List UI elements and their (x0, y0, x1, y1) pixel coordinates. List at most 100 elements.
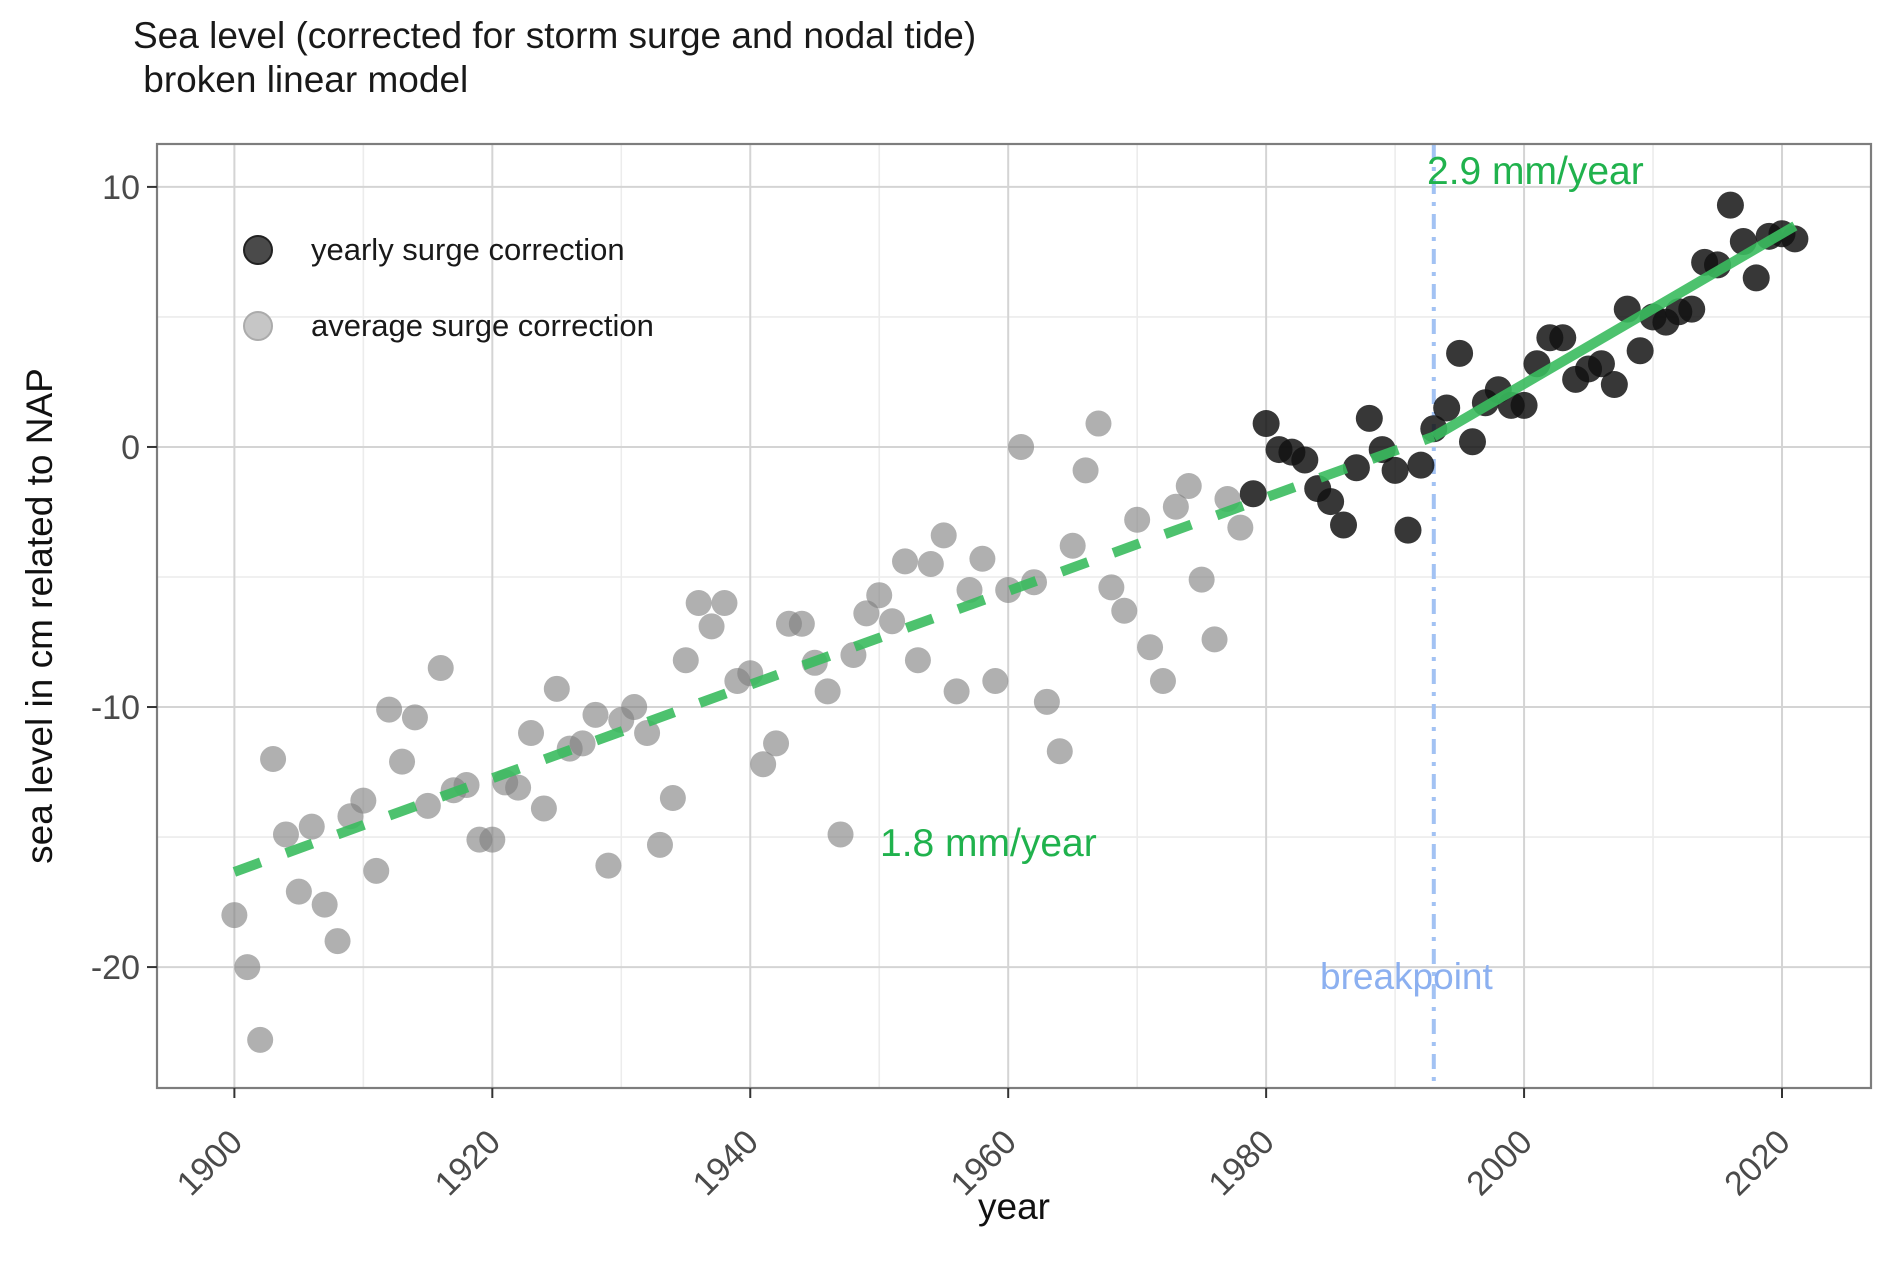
title-block: Sea level (corrected for storm surge and… (133, 14, 976, 102)
data-point-yearly (1600, 371, 1628, 399)
data-point-average (298, 813, 325, 840)
annotation-rate-after-breakpoint: 2.9 mm/year (1427, 150, 1644, 193)
data-point-yearly (1446, 339, 1474, 367)
data-point-average (659, 785, 686, 812)
data-point-average (917, 550, 944, 577)
data-point-yearly (1742, 264, 1770, 292)
data-point-yearly (1355, 404, 1383, 432)
x-tick-label: 1920 (428, 1123, 508, 1203)
data-point-average (376, 696, 403, 723)
data-point-yearly (1342, 454, 1370, 482)
annotation-rate-before-breakpoint: 1.8 mm/year (880, 822, 1097, 865)
data-point-yearly (1716, 191, 1744, 219)
data-point-average (646, 831, 673, 858)
data-point-average (414, 792, 441, 819)
x-tick-label: 1940 (686, 1123, 766, 1203)
data-point-average (930, 522, 957, 549)
data-point-average (1111, 597, 1138, 624)
data-point-average (1188, 566, 1215, 593)
data-point-yearly (1252, 410, 1280, 438)
data-point-average (569, 730, 596, 757)
data-point-average (1085, 410, 1112, 437)
data-point-average (1008, 433, 1035, 460)
data-point-yearly (1587, 350, 1615, 378)
x-tick-label: 2020 (1717, 1123, 1797, 1203)
data-point-average (1046, 738, 1073, 765)
data-point-average (892, 548, 919, 575)
data-point-average (272, 821, 299, 848)
data-point-average (363, 857, 390, 884)
data-point-average (879, 608, 906, 635)
data-point-average (505, 774, 532, 801)
data-point-yearly (1433, 394, 1461, 422)
y-tick-label: 10 (102, 169, 140, 207)
data-point-average (595, 852, 622, 879)
data-point-average (260, 746, 287, 773)
data-point-average (530, 795, 557, 822)
data-point-average (1033, 688, 1060, 715)
data-point-average (350, 787, 377, 814)
data-point-average (750, 751, 777, 778)
average-point-icon (243, 311, 273, 341)
data-point-average (711, 589, 738, 616)
data-point-average (582, 701, 609, 728)
data-point-average (827, 821, 854, 848)
data-point-average (853, 600, 880, 627)
data-point-average (904, 647, 931, 674)
data-point-average (311, 891, 338, 918)
data-point-average (685, 589, 712, 616)
data-point-yearly (1291, 446, 1319, 474)
data-point-yearly (1330, 511, 1358, 539)
legend-entry-yearly: yearly surge correction (243, 232, 654, 268)
y-axis-label: sea level in cm related to NAP (19, 368, 60, 864)
data-point-average (814, 678, 841, 705)
trend-line-before-breakpoint (232, 431, 1436, 877)
data-point-yearly (1626, 337, 1654, 365)
data-point-average (401, 704, 428, 731)
y-tick-label: -20 (91, 949, 140, 987)
data-point-average (1137, 634, 1164, 661)
data-point-average (982, 668, 1009, 695)
annotation-breakpoint: breakpoint (1320, 956, 1493, 997)
legend: yearly surge correction average surge co… (243, 232, 654, 344)
data-point-average (389, 748, 416, 775)
data-point-average (247, 1026, 274, 1053)
y-tick-label: -10 (91, 689, 140, 727)
data-point-average (634, 720, 661, 747)
legend-label-average: average surge correction (311, 308, 654, 343)
legend-label-yearly: yearly surge correction (311, 232, 625, 267)
panel-background (157, 144, 1871, 1088)
data-point-average (621, 694, 648, 721)
data-point-yearly (1407, 451, 1435, 479)
data-point-average (427, 655, 454, 682)
x-tick-label: 1980 (1201, 1123, 1281, 1203)
data-point-average (1124, 506, 1151, 533)
data-point-average (285, 878, 312, 905)
data-point-average (1149, 668, 1176, 695)
data-point-average (969, 545, 996, 572)
data-point-yearly (1381, 456, 1409, 484)
data-point-average (1201, 626, 1228, 653)
chart-subtitle: broken linear model (133, 59, 469, 100)
data-point-average (1227, 514, 1254, 541)
yearly-point-icon (243, 235, 273, 265)
data-point-average (698, 613, 725, 640)
data-point-average (543, 675, 570, 702)
data-point-yearly (1239, 480, 1267, 508)
data-point-average (234, 954, 261, 981)
data-point-average (1098, 574, 1125, 601)
data-point-average (1059, 532, 1086, 559)
data-point-yearly (1510, 391, 1538, 419)
data-point-average (788, 610, 815, 637)
data-point-average (324, 928, 351, 955)
data-point-average (763, 730, 790, 757)
data-point-average (479, 826, 506, 853)
data-point-average (518, 720, 545, 747)
data-point-average (956, 576, 983, 603)
chart-title: Sea level (corrected for storm surge and… (133, 15, 977, 56)
data-point-average (672, 647, 699, 674)
data-point-average (866, 582, 893, 609)
data-point-average (221, 902, 248, 929)
